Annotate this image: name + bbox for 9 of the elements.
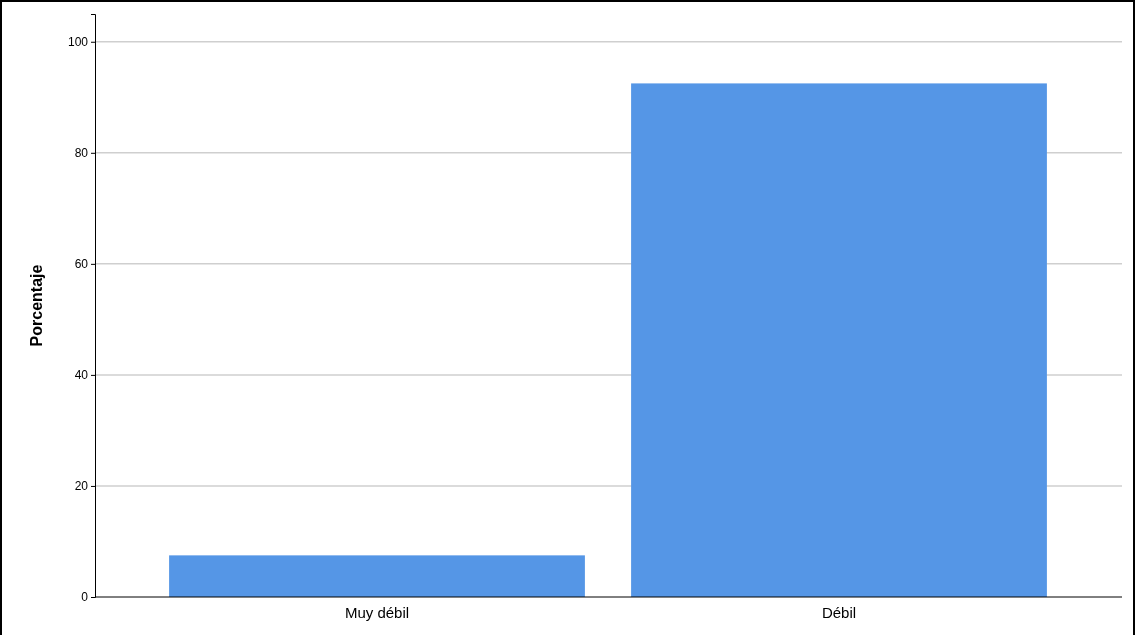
y-axis-title: Porcentaje bbox=[28, 264, 45, 347]
y-tick-label: 40 bbox=[74, 368, 89, 383]
x-tick-label: Débil bbox=[821, 603, 857, 621]
x-tick-label: Muy débil bbox=[344, 603, 410, 621]
y-tick-label: 20 bbox=[74, 479, 89, 494]
y-tick-label: 100 bbox=[67, 35, 89, 50]
y-tick-label: 60 bbox=[74, 257, 89, 272]
y-tick-label: 80 bbox=[74, 146, 89, 161]
y-tick-label: 0 bbox=[81, 590, 89, 605]
